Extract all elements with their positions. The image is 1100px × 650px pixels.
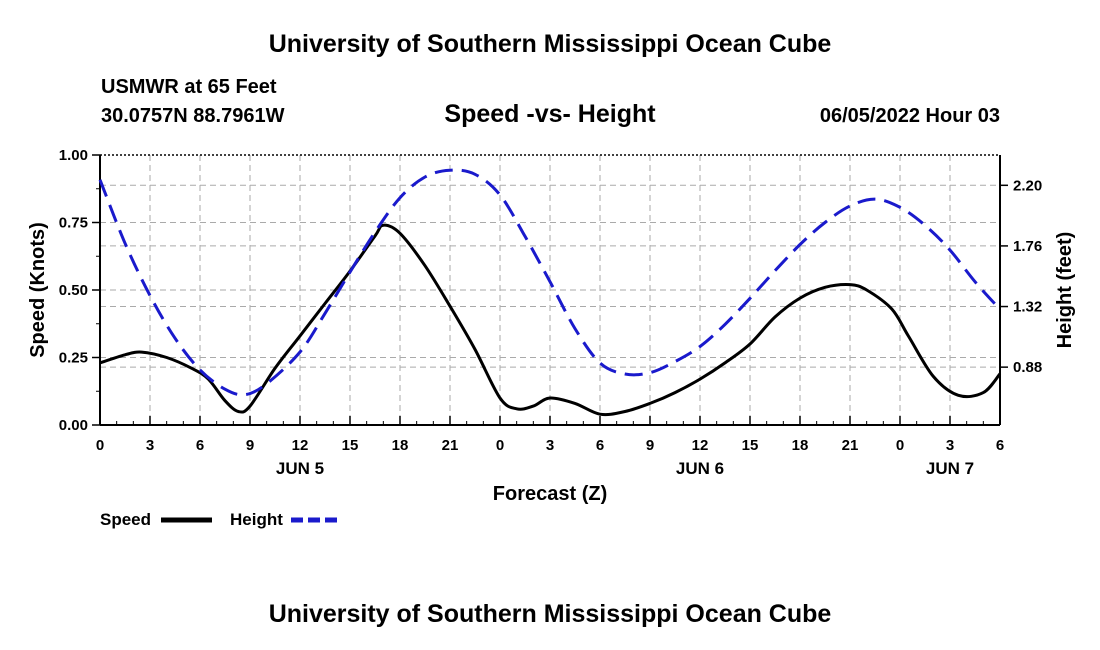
x-tick-label: 12 — [292, 437, 309, 454]
y2-axis-title: Height (feet) — [1054, 232, 1076, 349]
x-tick-label: 9 — [246, 437, 254, 454]
page-title-bottom: University of Southern Mississippi Ocean… — [268, 600, 832, 628]
x-axis-title: Forecast (Z) — [493, 483, 607, 505]
x-tick-label: 0 — [896, 437, 904, 454]
forecast-datetime: 06/05/2022 Hour 03 — [819, 105, 1000, 127]
y2-tick-label: 0.88 — [1013, 359, 1042, 376]
x-tick-label: 21 — [442, 437, 459, 454]
legend-label-height: Height — [230, 510, 283, 529]
station-coordinates: 30.0757N 88.7961W — [101, 105, 285, 127]
x-tick-label: 18 — [392, 437, 409, 454]
day-label: JUN 5 — [276, 459, 324, 478]
y-tick-label: 1.00 — [59, 147, 88, 164]
x-tick-label: 15 — [342, 437, 359, 454]
x-tick-label: 3 — [546, 437, 554, 454]
x-tick-label: 18 — [792, 437, 809, 454]
x-tick-label: 21 — [842, 437, 859, 454]
y-tick-label: 0.25 — [59, 350, 88, 367]
x-tick-label: 12 — [692, 437, 709, 454]
x-tick-label: 6 — [996, 437, 1004, 454]
legend-label-speed: Speed — [100, 510, 151, 529]
x-tick-label: 3 — [946, 437, 954, 454]
day-label: JUN 6 — [676, 459, 724, 478]
y-tick-label: 0.75 — [59, 215, 88, 232]
y2-tick-label: 1.32 — [1013, 299, 1042, 316]
x-tick-label: 0 — [96, 437, 104, 454]
x-tick-label: 3 — [146, 437, 154, 454]
y-tick-label: 0.50 — [59, 282, 88, 299]
y-tick-label: 0.00 — [59, 417, 88, 434]
x-tick-label: 0 — [496, 437, 504, 454]
x-tick-label: 9 — [646, 437, 654, 454]
page-title: University of Southern Mississippi Ocean… — [268, 30, 832, 58]
x-tick-label: 15 — [742, 437, 759, 454]
series-line-height — [98, 168, 1002, 397]
y-axis-title: Speed (Knots) — [27, 222, 49, 358]
x-tick-label: 6 — [596, 437, 604, 454]
y2-tick-label: 2.20 — [1013, 177, 1042, 194]
chart-title: Speed -vs- Height — [444, 100, 656, 128]
y2-tick-label: 1.76 — [1013, 238, 1042, 255]
day-label: JUN 7 — [926, 459, 974, 478]
x-tick-label: 6 — [196, 437, 204, 454]
series-line-speed — [99, 223, 1002, 417]
station-label: USMWR at 65 Feet — [101, 76, 277, 98]
